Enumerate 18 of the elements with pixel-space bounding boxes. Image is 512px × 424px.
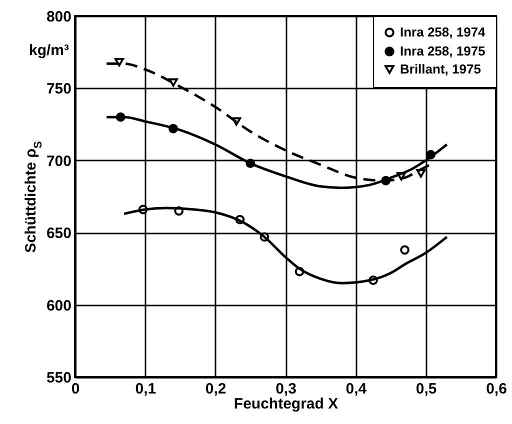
legend-label: Inra 258, 1974 bbox=[400, 24, 486, 40]
legend-label: Inra 258, 1975 bbox=[400, 44, 486, 58]
y-tick-label: 800 bbox=[46, 8, 72, 26]
x-tick-label: 0,1 bbox=[135, 380, 156, 398]
x-tick-label: 0,5 bbox=[416, 380, 437, 398]
x-axis-title: Feuchtegrad X bbox=[234, 396, 338, 412]
text: kg/m³ bbox=[28, 42, 69, 59]
legend-label: Brillant, 1975 bbox=[400, 62, 481, 76]
y-tick-label: 600 bbox=[46, 297, 72, 314]
y-tick-label: 550 bbox=[46, 370, 72, 386]
y-tick-label: 650 bbox=[46, 225, 72, 242]
y-tick-label: 700 bbox=[46, 152, 72, 170]
x-tick-label: 0 bbox=[71, 380, 80, 398]
x-tick-label: 0,2 bbox=[205, 380, 226, 398]
x-tick-label: 0,6 bbox=[486, 380, 507, 398]
x-tick-label: 0,3 bbox=[276, 380, 296, 398]
x-tick-label: 0,4 bbox=[346, 380, 368, 398]
y-tick-label: 750 bbox=[46, 80, 72, 98]
